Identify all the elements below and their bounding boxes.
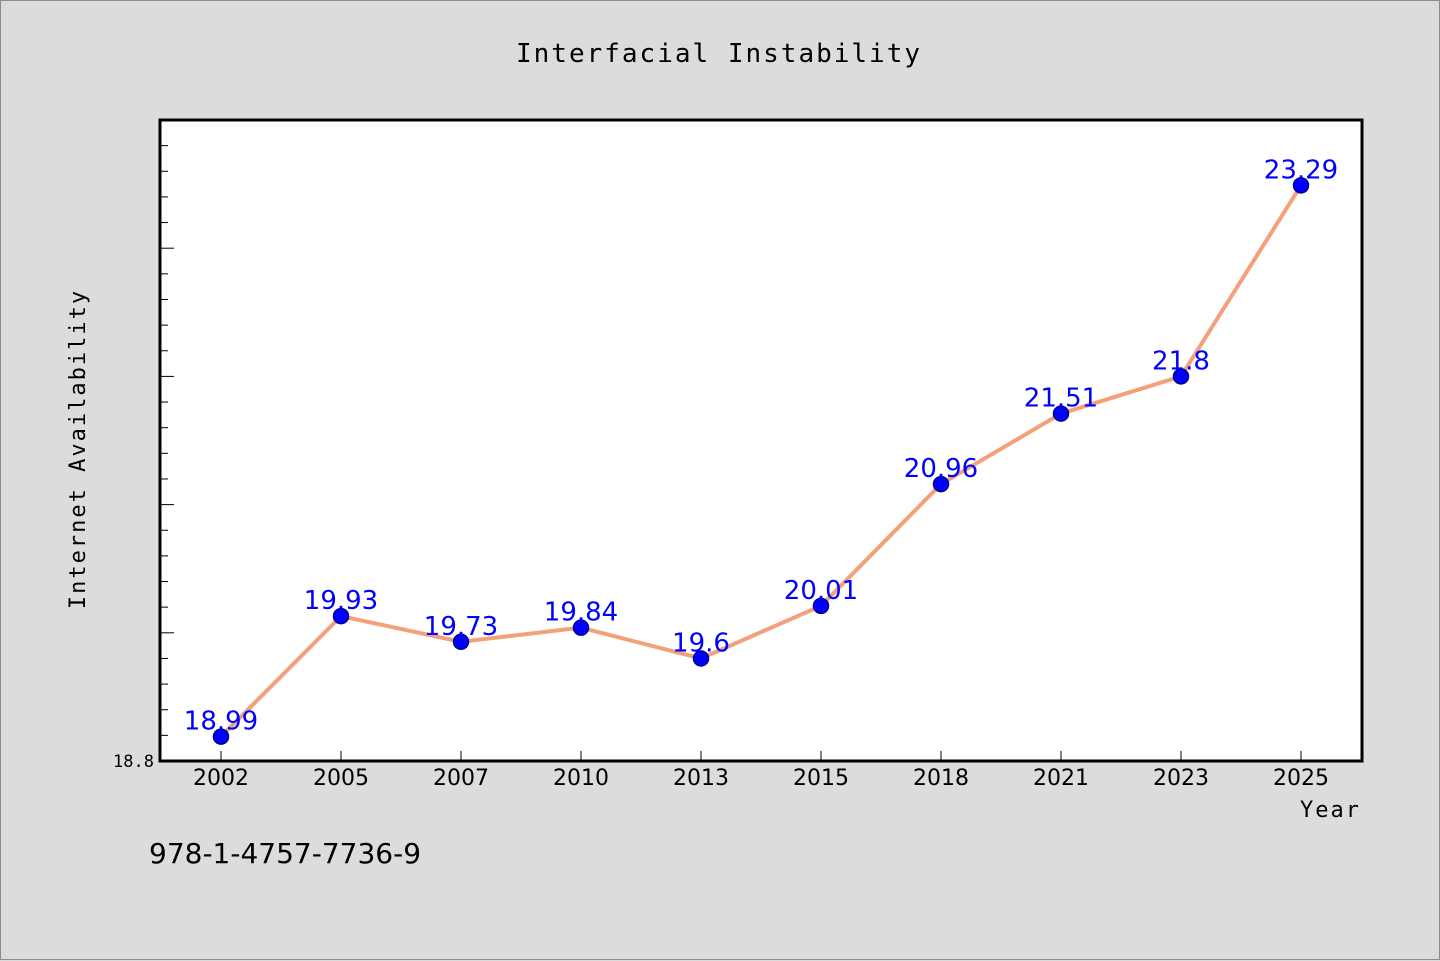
- y-axis-label: Internet Availability: [66, 289, 91, 609]
- x-axis-ticks: 2002 2005 2007 2010 2013 2015 2018 2021 2023 2025: [193, 751, 1329, 791]
- chart-title: Interfacial Instability: [516, 39, 922, 69]
- data-point: [332, 607, 350, 625]
- series-line: [219, 184, 1303, 739]
- y-tick-label: 18.8: [113, 752, 154, 772]
- data-label: 21.8: [1152, 346, 1210, 376]
- data-point: [812, 597, 830, 615]
- x-tick-label: 2005: [313, 766, 369, 791]
- data-label: 18.99: [184, 707, 258, 737]
- x-axis-label: Year: [1300, 798, 1361, 823]
- data-label: 19.84: [544, 598, 618, 628]
- data-point: [692, 650, 710, 667]
- x-tick-label: 2023: [1153, 766, 1209, 791]
- data-point: [1292, 177, 1310, 194]
- data-point: [932, 475, 950, 493]
- data-point: [572, 619, 590, 636]
- data-label: 20.96: [904, 454, 978, 484]
- data-point: [212, 728, 230, 745]
- y-axis-ticks: 18.8: [113, 119, 174, 772]
- data-label-layer: 18.99 19.93 19.73 19.84 19.6 20.01 20.96 21.51 2…: [184, 155, 1338, 736]
- data-point: [1172, 368, 1190, 385]
- data-label: 19.93: [304, 586, 378, 616]
- data-label: 21.51: [1024, 384, 1098, 414]
- plot-area: [158, 118, 1364, 763]
- x-tick-label: 2015: [793, 766, 849, 791]
- x-tick-label: 2018: [913, 766, 969, 791]
- x-tick-label: 2021: [1033, 766, 1089, 791]
- x-tick-label: 2007: [433, 766, 489, 791]
- x-tick-label: 2013: [673, 766, 729, 791]
- data-label: 19.73: [424, 612, 498, 642]
- data-label: 23.29: [1264, 155, 1338, 185]
- x-tick-label: 2025: [1273, 766, 1329, 791]
- data-point: [1052, 405, 1070, 422]
- isbn-footnote: 978-1-4757-7736-9: [149, 837, 421, 870]
- data-label: 20.01: [784, 576, 858, 606]
- series-layer: [212, 177, 1310, 745]
- x-tick-label: 2002: [193, 766, 249, 791]
- data-point: [452, 633, 470, 651]
- x-tick-label: 2010: [553, 766, 609, 791]
- data-label: 19.6: [672, 628, 730, 658]
